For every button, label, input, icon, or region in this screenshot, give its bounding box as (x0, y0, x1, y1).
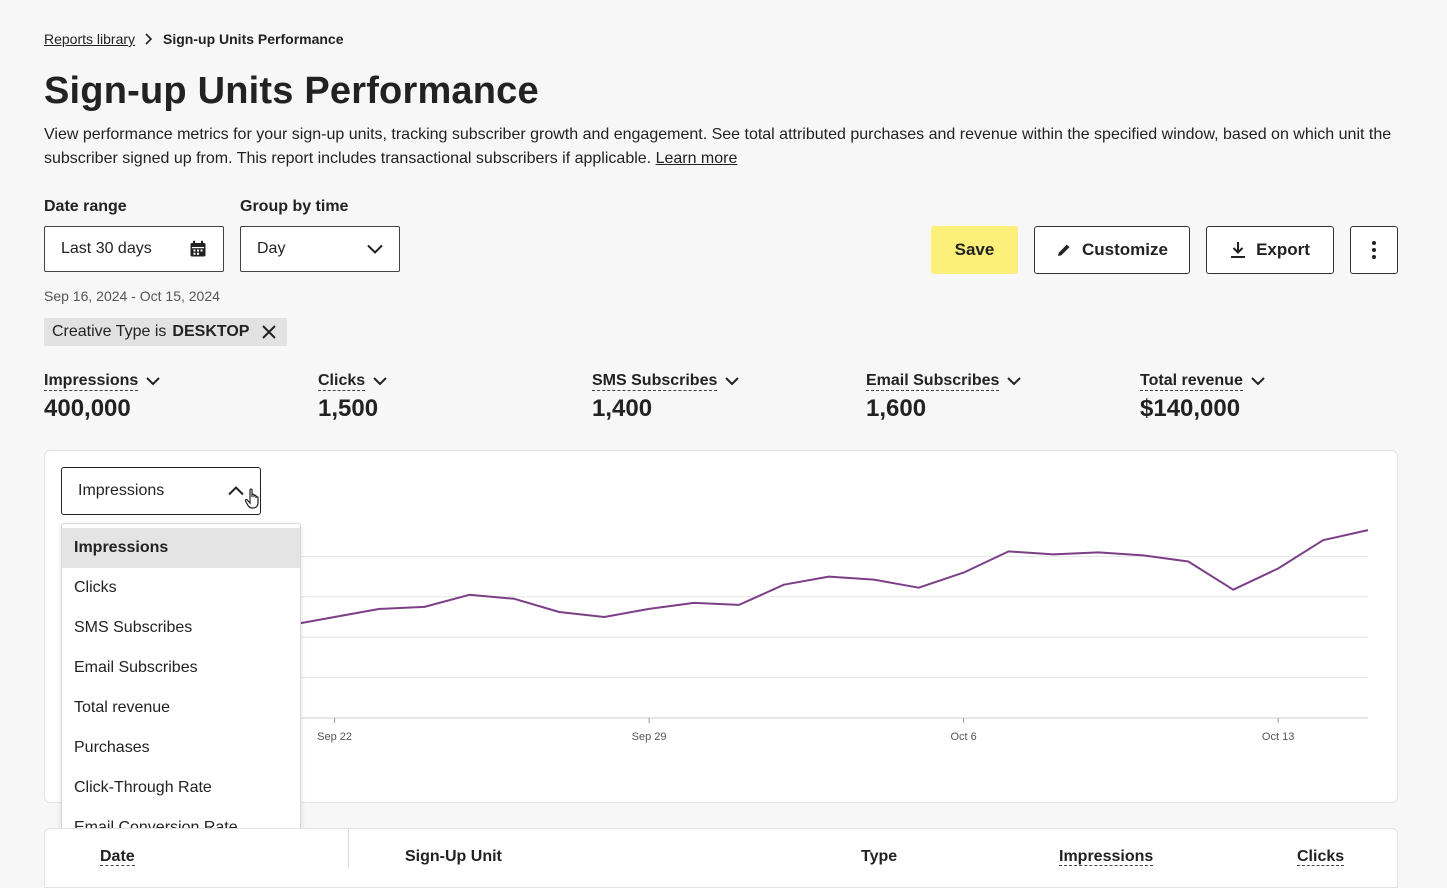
kebab-menu-icon (1372, 241, 1376, 259)
page-description-text: View performance metrics for your sign-u… (44, 126, 1392, 167)
chevron-down-icon[interactable] (1251, 377, 1265, 386)
dropdown-option-email-subscribes[interactable]: Email Subscribes (74, 659, 198, 676)
customize-label: Customize (1082, 240, 1168, 259)
breadcrumb: Reports library Sign-up Units Performanc… (44, 31, 344, 47)
column-header-impressions[interactable]: Impressions (1059, 848, 1154, 866)
pencil-icon (1058, 244, 1070, 256)
metric-clicks-value: 1,500 (318, 395, 379, 422)
chevron-down-icon[interactable] (146, 377, 160, 386)
chevron-up-icon (228, 486, 244, 496)
column-header-clicks[interactable]: Clicks (1297, 848, 1345, 866)
chart-metric-select[interactable]: Impressions (61, 467, 261, 515)
metric-total-revenue-label[interactable]: Total revenue (1140, 372, 1243, 391)
column-header-sign-up-unit[interactable]: Sign-Up Unit (405, 848, 502, 865)
dropdown-option-click-through-rate[interactable]: Click-Through Rate (74, 779, 212, 796)
metric-sms-subscribes-value: 1,400 (592, 395, 653, 422)
date-range-caption: Sep 16, 2024 - Oct 15, 2024 (44, 288, 220, 304)
dropdown-option-impressions[interactable]: Impressions (62, 528, 300, 568)
date-range-value: Last 30 days (61, 240, 152, 257)
metric-impressions-label[interactable]: Impressions (44, 372, 139, 391)
dropdown-option-sms-subscribes[interactable]: SMS Subscribes (74, 619, 193, 636)
group-by-label: Group by time (240, 198, 349, 215)
group-by-value: Day (257, 240, 286, 257)
hand-cursor-icon (244, 488, 259, 509)
close-icon[interactable] (261, 324, 277, 340)
filter-chip-value: DESKTOP (172, 323, 250, 340)
metric-total-revenue: Total revenue $140,000 (1140, 372, 1265, 423)
metric-email-subscribes-label[interactable]: Email Subscribes (866, 372, 1000, 391)
metric-sms-subscribes: SMS Subscribes 1,400 (592, 372, 740, 423)
dropdown-option-total-revenue[interactable]: Total revenue (74, 699, 171, 716)
customize-button[interactable]: Customize (1034, 226, 1190, 274)
filter-chip: Creative Type is DESKTOP (44, 318, 288, 346)
metric-sms-subscribes-label[interactable]: SMS Subscribes (592, 372, 718, 391)
column-header-date[interactable]: Date (100, 848, 135, 866)
filter-chip-prefix: Creative Type is (52, 323, 167, 340)
metric-total-revenue-value: $140,000 (1140, 395, 1241, 422)
chevron-down-icon[interactable] (1007, 377, 1022, 386)
chart-metric-value: Impressions (78, 482, 165, 499)
chevron-down-icon (367, 244, 383, 254)
metric-impressions-value: 400,000 (44, 395, 131, 422)
download-icon (1231, 242, 1246, 258)
metric-email-subscribes-value: 1,600 (866, 395, 927, 422)
page-description: View performance metrics for your sign-u… (44, 123, 1394, 171)
learn-more-link[interactable]: Learn more (655, 150, 738, 167)
more-options-button[interactable] (1350, 226, 1398, 274)
table-column-divider (348, 828, 349, 868)
export-label: Export (1256, 240, 1310, 259)
date-range-picker[interactable]: Last 30 days (44, 226, 224, 272)
metric-clicks-label[interactable]: Clicks (318, 372, 366, 391)
chevron-right-icon (145, 33, 153, 45)
metric-dropdown-menu: Impressions Clicks SMS Subscribes Email … (61, 523, 301, 858)
save-button[interactable]: Save (931, 226, 1018, 274)
metric-impressions: Impressions 400,000 (44, 372, 160, 423)
date-range-label: Date range (44, 198, 127, 215)
table-header (44, 828, 1398, 888)
metric-email-subscribes: Email Subscribes 1,600 (866, 372, 1022, 423)
metric-clicks: Clicks 1,500 (318, 372, 387, 423)
page-title: Sign-up Units Performance (44, 70, 539, 112)
breadcrumb-current: Sign-up Units Performance (163, 31, 344, 47)
dropdown-option-purchases[interactable]: Purchases (74, 739, 150, 756)
chevron-down-icon[interactable] (373, 377, 387, 386)
chevron-down-icon[interactable] (725, 377, 740, 386)
dropdown-option-clicks[interactable]: Clicks (74, 579, 117, 596)
export-button[interactable]: Export (1206, 226, 1334, 274)
group-by-select[interactable]: Day (240, 226, 400, 272)
calendar-icon (189, 240, 207, 258)
column-header-type[interactable]: Type (861, 848, 898, 865)
breadcrumb-reports-library-link[interactable]: Reports library (44, 31, 136, 47)
